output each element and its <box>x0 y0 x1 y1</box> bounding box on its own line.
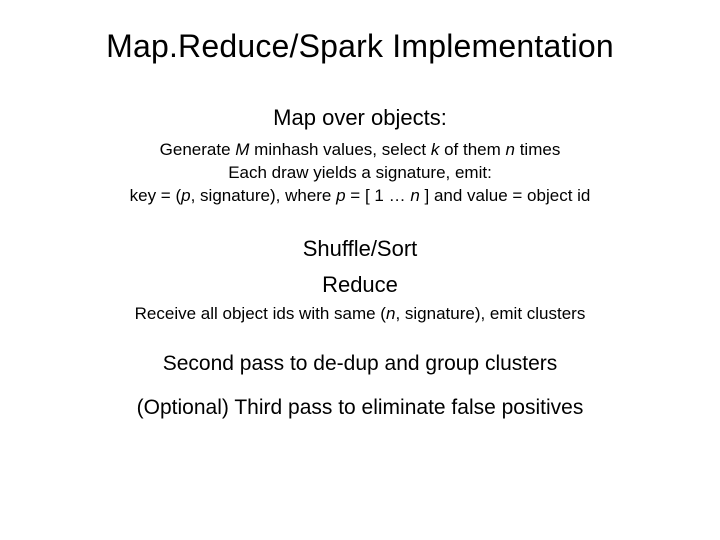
slide-title: Map.Reduce/Spark Implementation <box>0 28 720 65</box>
text: , signature), where <box>191 186 337 205</box>
slide: Map.Reduce/Spark Implementation Map over… <box>0 0 720 540</box>
text: Receive all object ids with same ( <box>135 304 386 323</box>
third-pass-line: (Optional) Third pass to eliminate false… <box>0 396 720 420</box>
text: ] and value = object id <box>420 186 591 205</box>
var-n: n <box>506 140 515 159</box>
text: Generate <box>160 140 236 159</box>
text: key = ( <box>130 186 182 205</box>
var-p: p <box>336 186 345 205</box>
text: minhash values, select <box>249 140 430 159</box>
text: = [ 1 … <box>346 186 411 205</box>
text: Each draw yields a signature, emit: <box>228 163 492 182</box>
reduce-heading: Reduce <box>0 272 720 298</box>
text: , signature), emit clusters <box>395 304 585 323</box>
var-n: n <box>410 186 419 205</box>
var-p: p <box>181 186 190 205</box>
shuffle-heading: Shuffle/Sort <box>0 236 720 262</box>
map-body: Generate M minhash values, select k of t… <box>0 139 720 208</box>
text: of them <box>439 140 505 159</box>
var-M: M <box>235 140 249 159</box>
map-heading: Map over objects: <box>0 105 720 131</box>
second-pass-line: Second pass to de-dup and group clusters <box>0 352 720 376</box>
reduce-body: Receive all object ids with same (n, sig… <box>0 304 720 324</box>
text: times <box>515 140 560 159</box>
